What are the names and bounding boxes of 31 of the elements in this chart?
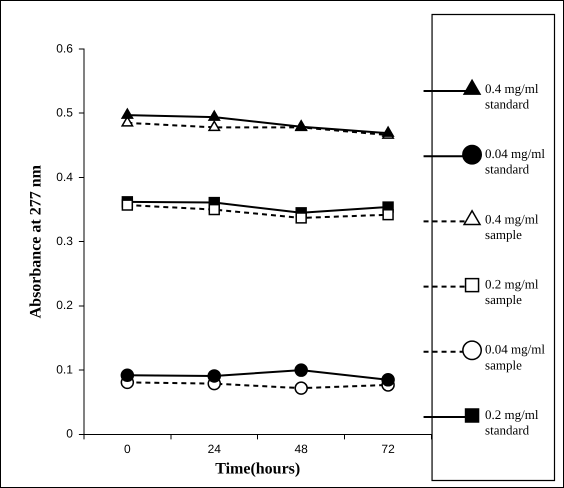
legend-label: 0.04 mg/ml sample xyxy=(485,342,546,372)
x-tick-label: 24 xyxy=(208,442,222,456)
y-tick-label: 0.6 xyxy=(56,41,74,56)
legend-label: 0.4 mg/ml standard xyxy=(485,80,539,112)
point xyxy=(382,209,394,220)
y-tick-label: 0.1 xyxy=(56,362,74,376)
point xyxy=(295,212,307,224)
y-tick-label: 0 xyxy=(66,426,74,441)
x-tick-label: 0 xyxy=(124,442,131,456)
x-tick-label: 48 xyxy=(294,442,308,456)
point xyxy=(121,108,134,119)
y-tick-label: 0.5 xyxy=(56,106,74,120)
legend-label: 0.4 mg/ml sample xyxy=(485,211,539,242)
y-tick-label: 0.3 xyxy=(56,234,74,248)
x-axis-title: Time(hours) xyxy=(215,460,300,478)
y-axis-title: Absorbance at 277 nm xyxy=(28,164,45,318)
point xyxy=(294,363,308,377)
point xyxy=(208,204,220,216)
point xyxy=(208,110,220,121)
point xyxy=(208,369,222,383)
legend-label: 0.2 mg/ml sample xyxy=(485,276,539,308)
point xyxy=(381,373,395,387)
x-tick-label: 72 xyxy=(381,442,396,456)
point xyxy=(208,120,220,132)
point xyxy=(120,368,134,382)
legend-label: 0.2 mg/ml standard xyxy=(485,406,539,438)
point xyxy=(122,199,134,211)
point xyxy=(294,381,308,395)
legend-label: 0.04 mg/ml standard xyxy=(485,146,546,177)
y-tick-label: 0.4 xyxy=(56,170,74,184)
y-tick-label: 0.2 xyxy=(56,298,74,312)
